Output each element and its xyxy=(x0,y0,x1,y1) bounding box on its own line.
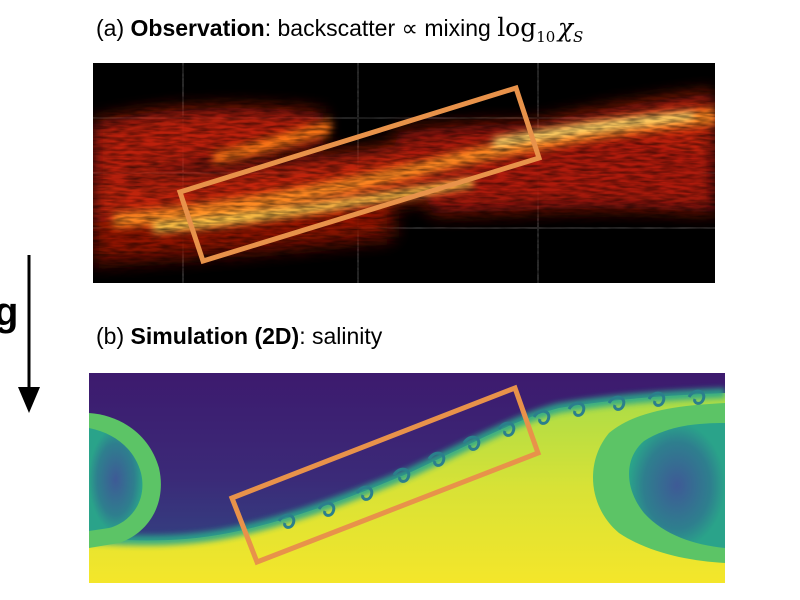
panel-b-title-bold: Simulation (2D) xyxy=(130,323,300,349)
math-chi: χ xyxy=(557,13,573,42)
gravity-label: g xyxy=(0,290,19,334)
math-chi-sub: S xyxy=(573,28,584,46)
gravity-arrow-icon xyxy=(18,255,40,413)
panel-b-title-rest: : salinity xyxy=(299,323,383,349)
simulation-image xyxy=(89,373,725,583)
panel-b-label: (b) xyxy=(96,323,125,349)
highlight-box-a xyxy=(176,84,543,265)
panel-a-label: (a) xyxy=(96,15,125,41)
panel-a-title-bold: Observation xyxy=(130,15,265,41)
panel-a-math: log10 χS xyxy=(497,13,583,45)
observation-svg xyxy=(93,63,715,283)
observation-image xyxy=(93,63,715,283)
math-log-base: 10 xyxy=(536,28,556,46)
kh-billows xyxy=(277,389,706,529)
math-log: log xyxy=(497,13,537,42)
panel-a-title-rest: : backscatter ∝ mixing xyxy=(264,15,498,41)
panel-a-caption: (a) Observation: backscatter ∝ mixing lo… xyxy=(96,15,583,45)
panel-b-caption: (b) Simulation (2D): salinity xyxy=(96,325,382,348)
highlight-box-b xyxy=(228,384,542,566)
simulation-svg xyxy=(89,373,725,583)
